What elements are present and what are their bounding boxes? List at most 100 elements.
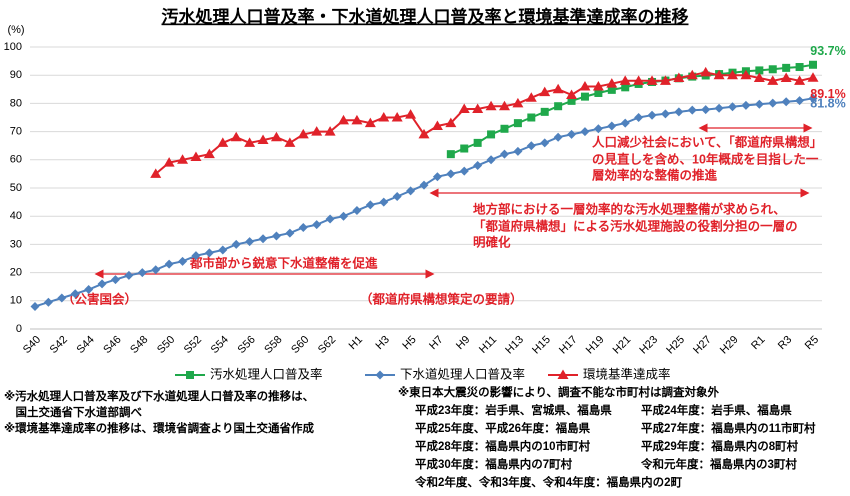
y-tick-label: 80: [10, 97, 22, 109]
point: [473, 160, 483, 170]
legend-label: 環境基準達成率: [583, 366, 671, 381]
x-tick-label: H9: [454, 334, 472, 352]
point: [714, 103, 724, 113]
point: [540, 107, 549, 116]
point: [284, 137, 296, 147]
point: [365, 200, 375, 210]
point: [580, 127, 590, 137]
point: [621, 83, 630, 92]
point: [794, 75, 806, 85]
x-tick-label: H5: [400, 334, 418, 352]
point: [646, 75, 658, 85]
y-tick-label: 10: [10, 295, 22, 307]
point: [525, 92, 537, 102]
x-tick-label: H15: [530, 334, 553, 357]
footnote: 平成30年度：福島県内の7町村: [415, 457, 573, 471]
point: [258, 234, 268, 244]
point: [795, 63, 804, 72]
point: [567, 129, 577, 139]
point: [378, 112, 390, 122]
x-tick-label: R5: [803, 334, 821, 352]
point: [472, 103, 484, 114]
point: [418, 128, 430, 139]
point: [740, 69, 752, 80]
point: [364, 117, 376, 128]
point: [567, 96, 576, 105]
point: [593, 124, 603, 134]
point: [178, 256, 188, 266]
x-tick-label: H29: [718, 334, 741, 357]
annotation: 地方部における一層効率的な汚水処理整備が求められ、: [473, 201, 786, 216]
legend-label: 汚水処理人口普及率: [210, 366, 323, 381]
x-tick-label: H19: [584, 334, 607, 357]
point: [231, 239, 241, 249]
point: [419, 180, 429, 190]
point: [324, 126, 336, 136]
point: [674, 107, 684, 117]
point: [432, 172, 442, 182]
annotation: 「都道府県構想」による汚水処理施設の役割分担の一層の: [473, 218, 798, 233]
point: [406, 186, 416, 196]
point: [57, 293, 67, 303]
point: [177, 154, 189, 164]
point: [554, 102, 563, 111]
footnote: 平成24年度：岩手県、福島県: [641, 403, 792, 417]
point: [379, 197, 389, 207]
point: [808, 93, 818, 103]
x-tick-label: H3: [374, 334, 392, 352]
point: [458, 103, 470, 114]
point: [445, 117, 457, 128]
footnote: 平成25年度、平成26年度：福島県: [415, 421, 591, 435]
point: [607, 85, 616, 94]
data-label: 93.7%: [810, 44, 845, 58]
point: [298, 222, 308, 232]
x-tick-label: S50: [155, 334, 177, 356]
x-tick-label: H11: [477, 334, 499, 356]
point: [527, 113, 536, 122]
footnote: 平成27年度：福島県内の11市町村: [641, 421, 816, 435]
y-tick-label: 30: [10, 238, 22, 250]
point: [70, 289, 80, 299]
point: [43, 297, 53, 307]
x-tick-label: S40: [21, 334, 43, 356]
point: [513, 146, 523, 156]
point: [687, 105, 697, 115]
point: [431, 120, 443, 130]
point: [325, 214, 335, 224]
point: [566, 89, 578, 99]
point: [673, 72, 685, 83]
point: [230, 131, 242, 142]
point: [311, 126, 323, 136]
annotation: 明確化: [473, 234, 511, 249]
point: [580, 92, 589, 101]
point: [392, 191, 402, 201]
footnote: ※汚水処理人口普及率及び下水道処理人口普及率の推移は、: [4, 389, 314, 403]
point: [446, 150, 455, 159]
x-tick-label: S46: [101, 334, 123, 356]
point: [768, 98, 778, 108]
point: [84, 285, 94, 295]
point: [809, 60, 817, 69]
point: [446, 169, 456, 179]
point: [782, 63, 791, 72]
x-tick-label: S42: [48, 334, 70, 356]
point: [727, 69, 739, 80]
point: [592, 80, 604, 91]
point: [97, 279, 107, 289]
point: [606, 78, 618, 88]
x-tick-label: S60: [289, 334, 311, 356]
point: [619, 75, 631, 85]
point: [607, 121, 617, 131]
series-line: [450, 63, 814, 156]
point: [473, 138, 482, 147]
y-tick-label: 70: [10, 126, 22, 138]
point: [459, 166, 469, 176]
y-axis-label: (%): [7, 24, 24, 36]
x-tick-label: S56: [235, 334, 257, 356]
point: [659, 75, 671, 85]
footnote: 令和2年度、令和3年度、令和4年度：福島県内の2町: [414, 475, 683, 489]
point: [754, 99, 764, 109]
x-tick-label: H27: [691, 334, 714, 357]
point: [150, 168, 162, 178]
